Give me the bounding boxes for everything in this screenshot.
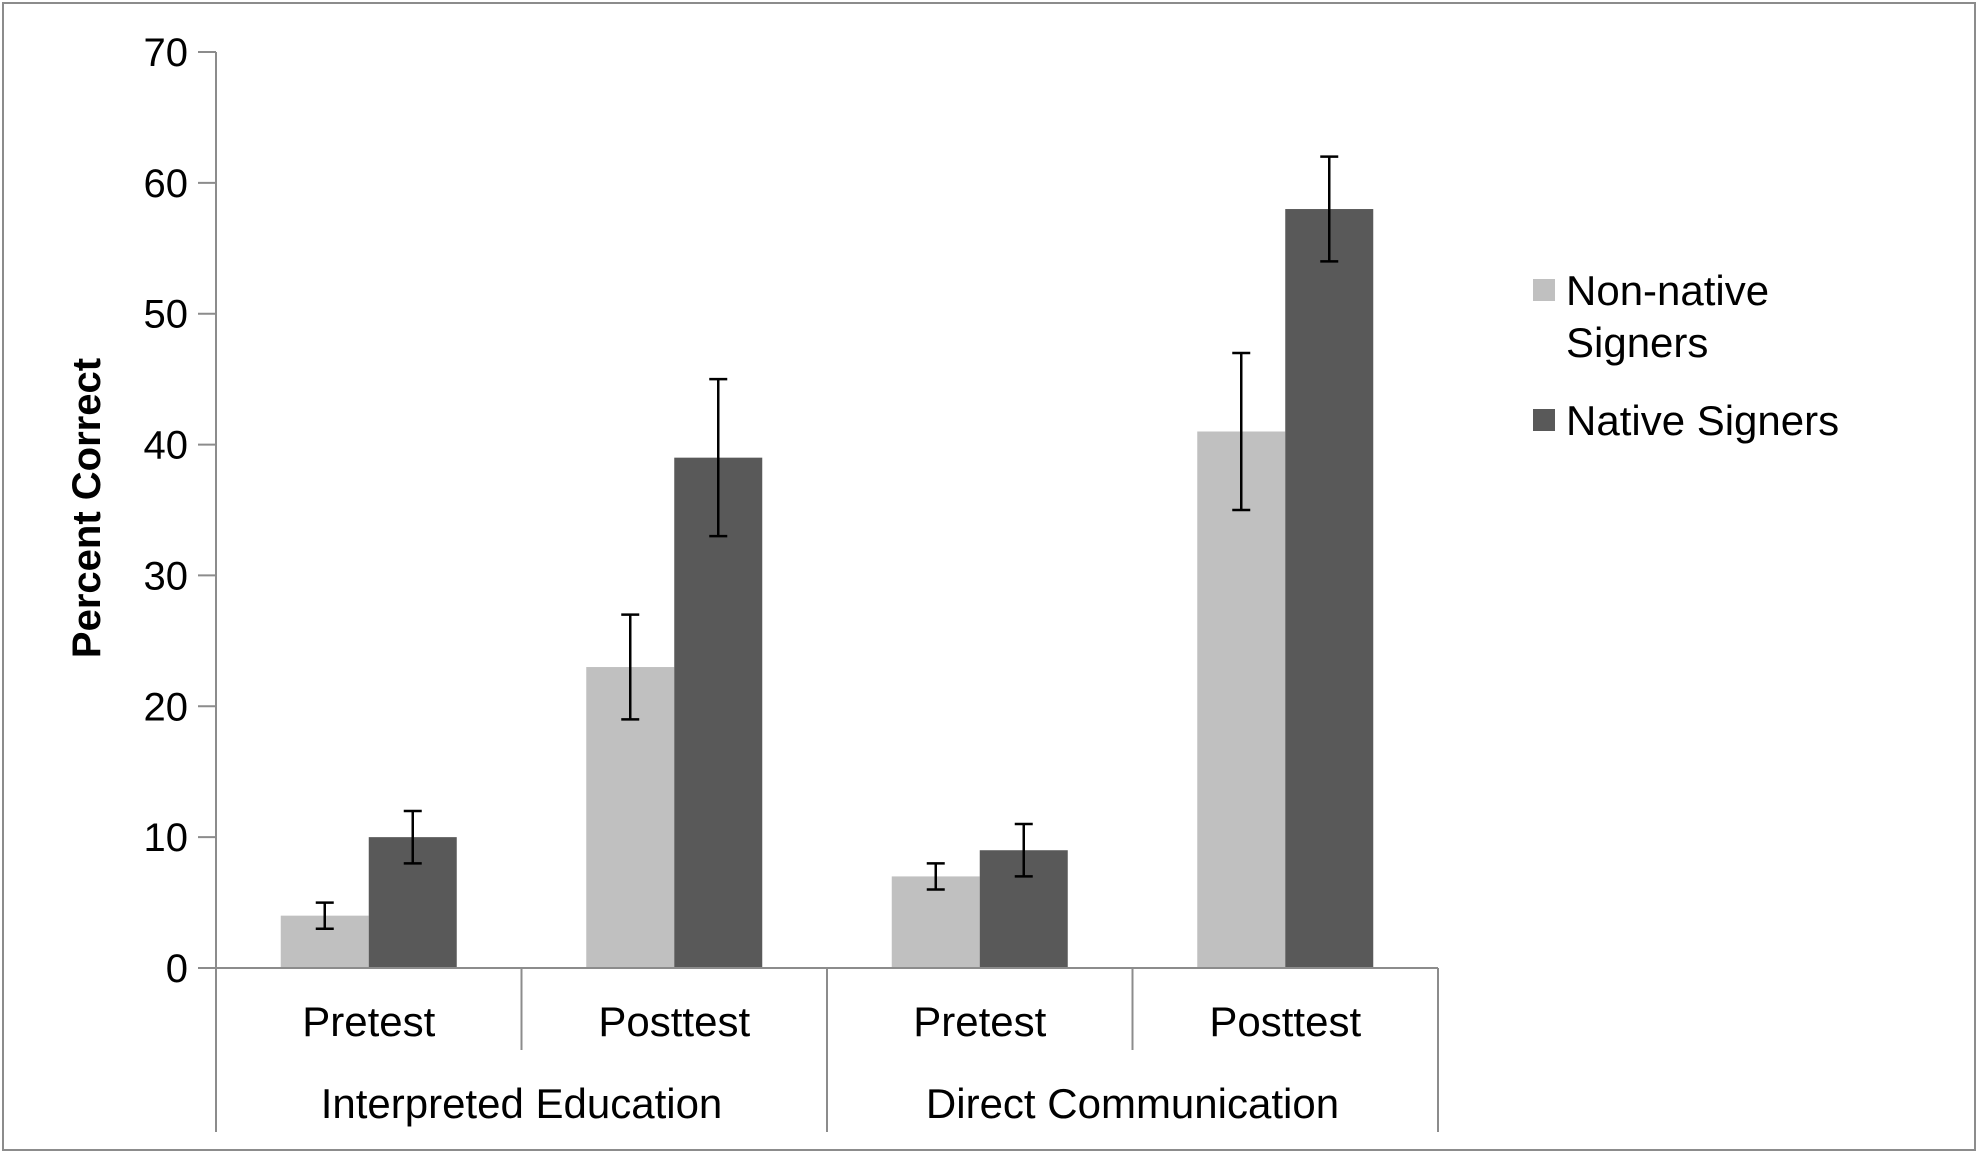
y-tick-label: 70 [144, 31, 189, 75]
y-tick-label: 10 [144, 816, 189, 860]
y-tick-label: 30 [144, 554, 189, 598]
bar [891, 876, 980, 968]
bar [1197, 431, 1286, 968]
legend: Non-native Signers Native Signers [1533, 267, 1839, 444]
legend-label: Signers [1566, 319, 1708, 366]
x-category-label: Pretest [913, 998, 1046, 1045]
y-tick-label: 20 [144, 685, 189, 729]
legend-label: Native Signers [1566, 397, 1839, 444]
y-tick-label: 40 [144, 424, 189, 468]
bar [1285, 209, 1374, 968]
x-category-label: Pretest [302, 998, 435, 1045]
legend-swatch [1533, 279, 1555, 301]
y-tick-label: 60 [144, 162, 189, 206]
x-category-label: Posttest [598, 998, 750, 1045]
legend-swatch [1533, 409, 1555, 431]
x-axis: Pretest Posttest Pretest Posttest Interprete… [215, 967, 1439, 1132]
error-bars [315, 155, 1339, 930]
x-group-label: Interpreted Education [321, 1080, 723, 1127]
y-axis: 0 10 20 30 40 50 60 70 [144, 31, 217, 991]
y-tick-label: 50 [144, 293, 189, 337]
y-tick-label: 0 [166, 947, 188, 991]
bar [674, 457, 763, 968]
y-axis-title: Percent Correct [65, 358, 109, 658]
legend-label: Non-native [1566, 267, 1769, 314]
x-category-label: Posttest [1209, 998, 1361, 1045]
bars [280, 209, 1374, 968]
x-group-label: Direct Communication [926, 1080, 1339, 1127]
